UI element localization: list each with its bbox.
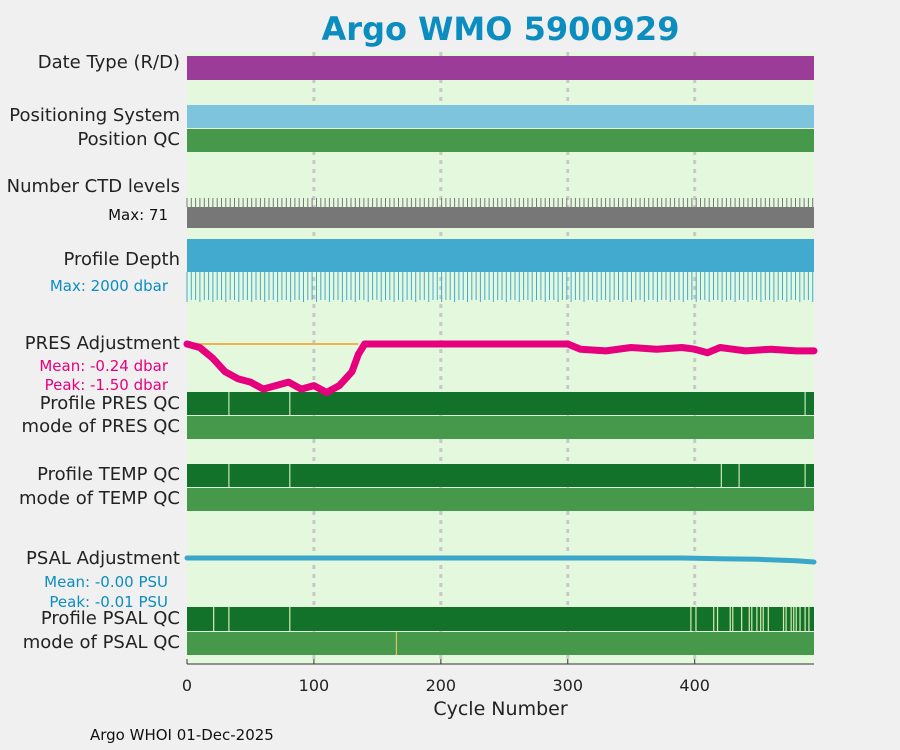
profile-temp-qc-label: Profile TEMP QC [37, 464, 180, 485]
profile-temp-qc-band [187, 464, 814, 487]
mode-pres-qc-label: mode of PRES QC [21, 416, 180, 437]
x-tick-label: 400 [679, 676, 710, 695]
psal-adjustment-label: PSAL Adjustment [25, 548, 180, 569]
psal-adjustment-line [184, 555, 817, 565]
profile-psal-qc-band [187, 607, 814, 631]
mode-temp-qc-label: mode of TEMP QC [18, 488, 180, 509]
x-tick-label: 0 [182, 676, 192, 695]
psal-mean-label: Mean: -0.00 PSU [44, 573, 168, 591]
ctd-levels-band [187, 207, 814, 228]
x-axis-label: Cycle Number [433, 698, 568, 720]
psal-peak-label: Peak: -0.01 PSU [49, 593, 168, 611]
depth-max-label: Max: 2000 dbar [49, 277, 168, 295]
profile-pres-qc-band [187, 392, 814, 415]
pres-peak-label: Peak: -1.50 dbar [44, 376, 168, 394]
positioning-system-band [187, 105, 814, 128]
pres-mean-label: Mean: -0.24 dbar [39, 357, 168, 375]
ctd-level-ticks [186, 198, 814, 207]
ctd-max-label: Max: 71 [108, 206, 168, 224]
x-tick-label: 200 [426, 676, 457, 695]
position-qc-band [187, 129, 814, 152]
profile-depth-band [187, 239, 814, 272]
profile-depth-drops [186, 272, 814, 302]
profile-psal-qc-label: Profile PSAL QC [40, 608, 180, 629]
pres-adjustment-label: PRES Adjustment [24, 333, 180, 354]
x-tick-label: 100 [299, 676, 330, 695]
mode-psal-qc-band [187, 632, 814, 655]
mode-pres-qc-band [187, 416, 814, 439]
date-type-band [187, 56, 814, 80]
mode-temp-qc-band [187, 488, 814, 511]
mode-psal-qc-label: mode of PSAL QC [22, 632, 180, 653]
x-tick-label: 300 [552, 676, 583, 695]
plot-background [187, 52, 814, 664]
footer-text: Argo WHOI 01-Dec-2025 [90, 726, 274, 744]
profile-pres-qc-label: Profile PRES QC [39, 393, 180, 414]
pres-adjustment-line [183, 340, 818, 396]
chart-title: Argo WMO 5900929 [321, 10, 680, 48]
ctd-levels-label: Number CTD levels [6, 176, 180, 197]
date-type-label: Date Type (R/D) [37, 52, 180, 73]
profile-depth-label: Profile Depth [63, 249, 180, 270]
positioning-system-label: Positioning System [9, 105, 180, 126]
position-qc-label: Position QC [77, 129, 180, 150]
